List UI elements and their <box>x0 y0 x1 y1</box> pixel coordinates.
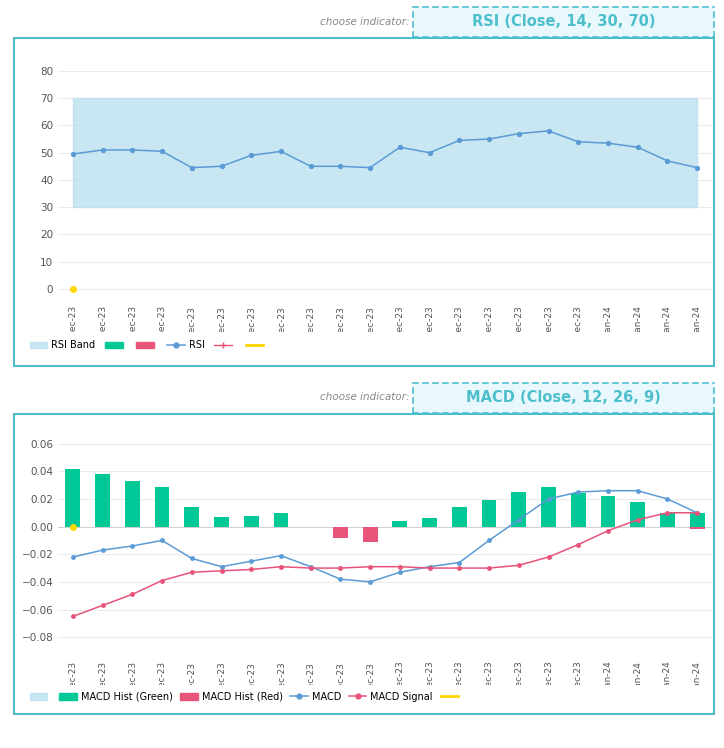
Bar <box>452 507 467 527</box>
Bar <box>65 468 80 527</box>
Bar <box>481 500 497 527</box>
Bar <box>631 502 645 527</box>
Bar <box>333 527 348 538</box>
Bar <box>660 513 675 527</box>
Bar <box>571 494 586 527</box>
Bar <box>244 515 258 527</box>
Text: choose indicator:: choose indicator: <box>319 392 409 402</box>
Text: choose indicator:: choose indicator: <box>319 17 409 27</box>
Bar <box>363 527 378 542</box>
Bar <box>214 517 229 527</box>
Bar <box>541 486 556 527</box>
Bar <box>125 481 140 527</box>
Legend: , MACD Hist (Green), MACD Hist (Red), MACD, MACD Signal, : , MACD Hist (Green), MACD Hist (Red), MA… <box>26 688 466 705</box>
Bar <box>690 527 704 530</box>
Legend: RSI Band, , , RSI, , : RSI Band, , , RSI, , <box>26 337 271 355</box>
Bar <box>185 507 199 527</box>
Bar <box>422 518 437 527</box>
Bar <box>690 513 704 527</box>
Text: MACD (Close, 12, 26, 9): MACD (Close, 12, 26, 9) <box>466 390 661 405</box>
Bar <box>155 486 169 527</box>
Bar <box>600 496 615 527</box>
Bar <box>392 521 408 527</box>
Bar <box>95 474 110 527</box>
Bar <box>511 492 526 527</box>
Text: RSI (Close, 14, 30, 70): RSI (Close, 14, 30, 70) <box>471 14 655 29</box>
Bar <box>274 513 288 527</box>
